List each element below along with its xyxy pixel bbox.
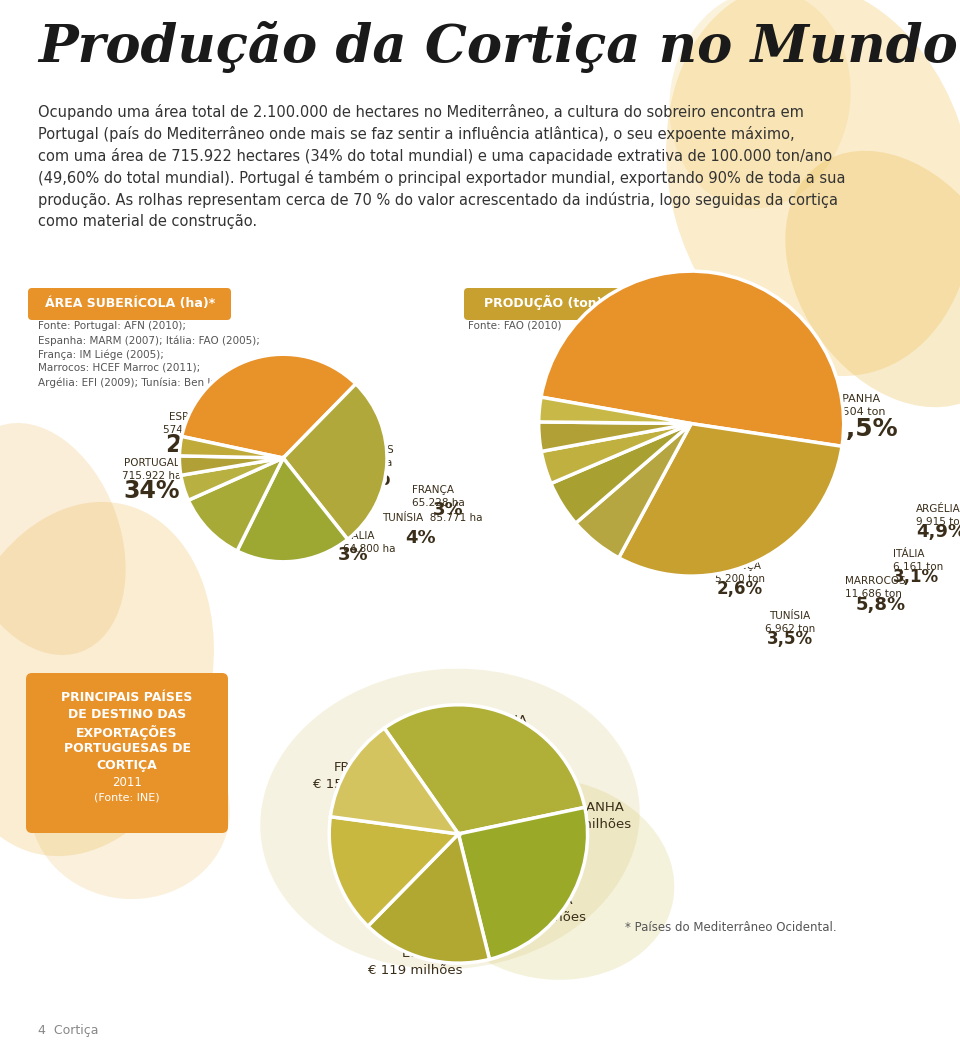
Text: 5,8%: 5,8% xyxy=(856,596,906,614)
Text: Marrocos: HCEF Marroc (2011);: Marrocos: HCEF Marroc (2011); xyxy=(38,363,201,373)
Text: (Fonte: INE): (Fonte: INE) xyxy=(94,793,159,803)
Wedge shape xyxy=(539,421,691,451)
Text: PRINCIPAIS PAÍSES: PRINCIPAIS PAÍSES xyxy=(61,692,193,704)
Text: ITÁLIA
64.800 ha: ITÁLIA 64.800 ha xyxy=(343,531,396,554)
Ellipse shape xyxy=(260,668,639,969)
Ellipse shape xyxy=(785,150,960,408)
Wedge shape xyxy=(459,807,588,959)
Wedge shape xyxy=(181,355,356,457)
Text: EXPORTAÇÕES: EXPORTAÇÕES xyxy=(76,725,178,740)
Wedge shape xyxy=(384,705,585,834)
Text: 11%: 11% xyxy=(290,419,347,443)
Text: 30,5%: 30,5% xyxy=(812,417,899,441)
Wedge shape xyxy=(330,729,459,834)
Text: * Países do Mediterrâneo Ocidental.: * Países do Mediterrâneo Ocidental. xyxy=(625,921,836,934)
Wedge shape xyxy=(539,397,691,424)
Text: ESPANHA
€ 79 milhões: ESPANHA € 79 milhões xyxy=(500,894,586,925)
FancyBboxPatch shape xyxy=(464,288,627,320)
Wedge shape xyxy=(619,424,842,576)
Text: DE DESTINO DAS: DE DESTINO DAS xyxy=(68,708,186,721)
Text: Portugal (país do Mediterrâneo onde mais se faz sentir a influência atlântica), : Portugal (país do Mediterrâneo onde mais… xyxy=(38,126,795,142)
Text: ARGÉLIA
9.915 ton: ARGÉLIA 9.915 ton xyxy=(916,504,960,527)
Ellipse shape xyxy=(0,502,214,856)
Text: 4  Cortiça: 4 Cortiça xyxy=(38,1024,99,1037)
Ellipse shape xyxy=(425,778,674,980)
Text: 18%: 18% xyxy=(335,466,392,490)
Ellipse shape xyxy=(666,0,960,376)
Text: ÁREA SUBERÍCOLA (ha)*: ÁREA SUBERÍCOLA (ha)* xyxy=(45,297,215,309)
Text: 3%: 3% xyxy=(433,501,464,519)
Wedge shape xyxy=(329,816,459,927)
Text: 27%: 27% xyxy=(165,433,221,457)
Wedge shape xyxy=(541,271,844,446)
Text: PORTUGAL
100.000 ton: PORTUGAL 100.000 ton xyxy=(599,449,666,472)
Text: EUA
€ 119 milhões: EUA € 119 milhões xyxy=(368,947,463,977)
Text: TUNÍSIA  85.771 ha: TUNÍSIA 85.771 ha xyxy=(382,513,483,523)
Text: FRANÇA
65.228 ha: FRANÇA 65.228 ha xyxy=(412,485,465,508)
Text: PORTUGUESAS DE: PORTUGUESAS DE xyxy=(63,742,190,755)
Wedge shape xyxy=(180,457,283,500)
Text: ITÁLIA
6.161 ton: ITÁLIA 6.161 ton xyxy=(893,549,944,572)
Wedge shape xyxy=(180,436,283,457)
Text: Espanha: MARM (2007); Itália: FAO (2005);: Espanha: MARM (2007); Itália: FAO (2005)… xyxy=(38,335,260,345)
Wedge shape xyxy=(188,457,283,551)
Ellipse shape xyxy=(0,423,126,656)
FancyBboxPatch shape xyxy=(26,674,228,833)
Text: 3,1%: 3,1% xyxy=(893,568,939,586)
Wedge shape xyxy=(283,383,387,539)
Text: 3,5%: 3,5% xyxy=(767,630,813,648)
Text: Argélia: EFI (2009); Tunísia: Ben Jamaa (2011): Argélia: EFI (2009); Tunísia: Ben Jamaa … xyxy=(38,377,277,388)
Wedge shape xyxy=(541,424,691,484)
Wedge shape xyxy=(368,834,490,963)
Text: 4,9%: 4,9% xyxy=(916,523,960,541)
Wedge shape xyxy=(237,457,348,561)
Text: FRANÇA
€ 153 milhões: FRANÇA € 153 milhões xyxy=(313,761,407,791)
Text: ARGÉLIA
230.000 ha: ARGÉLIA 230.000 ha xyxy=(289,398,348,421)
Text: CORTIÇA: CORTIÇA xyxy=(97,759,157,772)
FancyBboxPatch shape xyxy=(28,288,231,320)
Text: 2011: 2011 xyxy=(112,776,142,789)
Text: MARROCOS
11.686 ton: MARROCOS 11.686 ton xyxy=(845,576,905,599)
Ellipse shape xyxy=(669,0,851,209)
Text: ESPANHA
574.248 ha: ESPANHA 574.248 ha xyxy=(163,412,223,435)
Wedge shape xyxy=(551,424,691,523)
Text: 4%: 4% xyxy=(405,530,436,548)
Text: ITÁLIA
€ 64
milhões: ITÁLIA € 64 milhões xyxy=(482,714,534,761)
Text: Fonte: FAO (2010): Fonte: FAO (2010) xyxy=(468,321,562,331)
Text: Fonte: Portugal: AFN (2010);: Fonte: Portugal: AFN (2010); xyxy=(38,321,186,331)
Ellipse shape xyxy=(30,719,230,899)
Text: Ocupando uma área total de 2.100.000 de hectares no Mediterrâneo, a cultura do s: Ocupando uma área total de 2.100.000 de … xyxy=(38,104,804,120)
Text: PRODUÇÃO (ton)*: PRODUÇÃO (ton)* xyxy=(484,295,609,310)
Text: com uma área de 715.922 hectares (34% do total mundial) e uma capacidade extrati: com uma área de 715.922 hectares (34% do… xyxy=(38,148,832,164)
Text: 34%: 34% xyxy=(124,479,180,503)
Wedge shape xyxy=(576,424,691,558)
Text: Produção da Cortiça no Mundo: Produção da Cortiça no Mundo xyxy=(38,21,958,73)
Text: ESPANHA
61.504 ton: ESPANHA 61.504 ton xyxy=(825,394,885,417)
Wedge shape xyxy=(180,455,283,475)
Text: produção. As rolhas representam cerca de 70 % do valor acrescentado da indústria: produção. As rolhas representam cerca de… xyxy=(38,192,838,208)
Text: FRANÇA
5.200 ton: FRANÇA 5.200 ton xyxy=(715,561,765,585)
Text: ALEMANHA
€ 72 milhões: ALEMANHA € 72 milhões xyxy=(545,801,631,831)
Text: França: IM Liége (2005);: França: IM Liége (2005); xyxy=(38,349,164,359)
Text: como material de construção.: como material de construção. xyxy=(38,214,257,229)
Text: 2,6%: 2,6% xyxy=(717,580,763,598)
Text: TUNÍSIA
6.962 ton: TUNÍSIA 6.962 ton xyxy=(765,611,815,634)
Text: (49,60% do total mundial). Portugal é também o principal exportador mundial, exp: (49,60% do total mundial). Portugal é ta… xyxy=(38,170,846,186)
Text: 49,6%: 49,6% xyxy=(580,474,686,503)
Text: 3%: 3% xyxy=(338,546,369,564)
Text: MARROCOS
383.120 ha: MARROCOS 383.120 ha xyxy=(332,445,394,468)
Text: PORTUGAL
715.922 ha: PORTUGAL 715.922 ha xyxy=(122,457,181,481)
